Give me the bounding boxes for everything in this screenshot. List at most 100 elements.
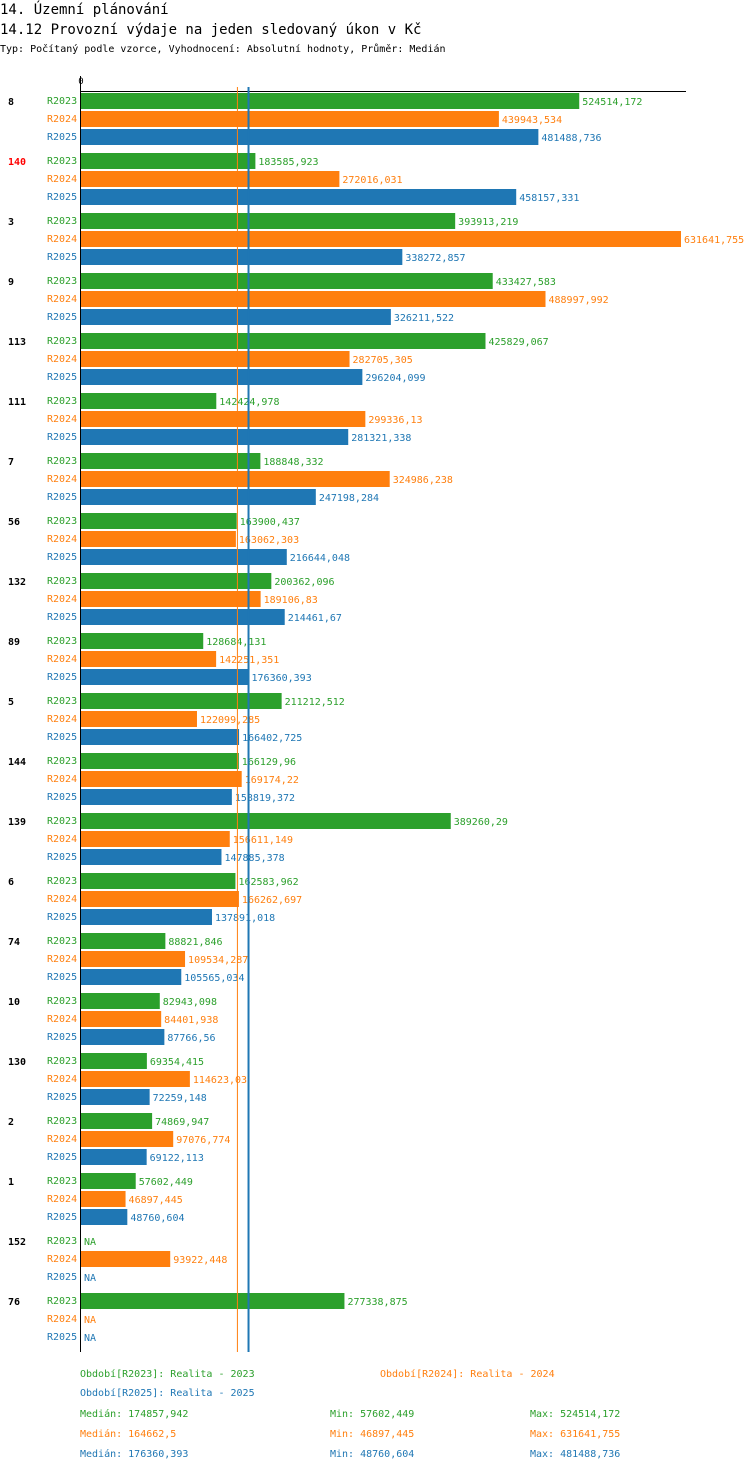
- value-label-2-r2024: 97076,774: [176, 1135, 230, 1146]
- bar-10-r2023: [81, 993, 160, 1009]
- value-label-113-r2023: 425829,067: [488, 337, 548, 348]
- series-label-r2025: R2025: [47, 432, 77, 443]
- bar-8-r2025: [81, 129, 539, 145]
- series-label-r2024: R2024: [47, 414, 77, 425]
- bar-56-r2025: [81, 549, 287, 565]
- bar-6-r2025: [81, 909, 212, 925]
- value-label-9-r2023: 433427,583: [496, 277, 556, 288]
- series-label-r2024: R2024: [47, 294, 77, 305]
- series-label-r2023: R2023: [47, 816, 77, 827]
- bar-139-r2025: [81, 849, 222, 865]
- bar-5-r2025: [81, 729, 240, 745]
- bar-144-r2023: [81, 753, 239, 769]
- series-label-r2023: R2023: [47, 696, 77, 707]
- series-label-r2023: R2023: [47, 756, 77, 767]
- bar-76-r2023: [81, 1293, 345, 1309]
- series-label-r2024: R2024: [47, 1074, 77, 1085]
- bar-8-r2024: [81, 111, 499, 127]
- series-label-r2024: R2024: [47, 234, 77, 245]
- series-label-r2024: R2024: [47, 114, 77, 125]
- chart-title: 14.12 Provozní výdaje na jeden sledovaný…: [0, 22, 422, 38]
- bar-130-r2025: [81, 1089, 150, 1105]
- group-label-152: 152: [8, 1237, 26, 1248]
- bar-113-r2023: [81, 333, 486, 349]
- series-label-r2024: R2024: [47, 354, 77, 365]
- value-label-56-r2023: 163900,437: [240, 517, 300, 528]
- group-label-10: 10: [8, 997, 20, 1008]
- series-label-r2025: R2025: [47, 132, 77, 143]
- value-label-111-r2025: 281321,338: [351, 433, 411, 444]
- bar-10-r2024: [81, 1011, 162, 1027]
- group-label-56: 56: [8, 517, 20, 528]
- legend-r2024: Období[R2024]: Realita - 2024: [380, 1369, 555, 1380]
- series-label-r2024: R2024: [47, 174, 77, 185]
- value-label-152-r2024: 93922,448: [173, 1255, 227, 1266]
- series-label-r2025: R2025: [47, 492, 77, 503]
- series-label-r2024: R2024: [47, 954, 77, 965]
- group-label-1: 1: [8, 1177, 14, 1188]
- series-label-r2024: R2024: [47, 1314, 77, 1325]
- series-label-r2025: R2025: [47, 1332, 77, 1343]
- value-label-2-r2025: 69122,113: [150, 1153, 204, 1164]
- value-label-132-r2023: 200362,096: [274, 577, 334, 588]
- page-title: 14. Územní plánování: [0, 2, 169, 18]
- bar-74-r2023: [81, 933, 166, 949]
- value-label-1-r2025: 48760,604: [130, 1213, 184, 1224]
- legend-r2025: Období[R2025]: Realita - 2025: [80, 1388, 255, 1399]
- series-label-r2025: R2025: [47, 1152, 77, 1163]
- value-label-140-r2024: 272016,031: [342, 175, 402, 186]
- value-label-130-r2024: 114623,03: [193, 1075, 247, 1086]
- series-label-r2025: R2025: [47, 1212, 77, 1223]
- bar-140-r2023: [81, 153, 256, 169]
- bar-74-r2024: [81, 951, 186, 967]
- series-label-r2023: R2023: [47, 1056, 77, 1067]
- value-label-74-r2023: 88821,846: [168, 937, 222, 948]
- series-label-r2025: R2025: [47, 792, 77, 803]
- value-label-152-r2023: NA: [84, 1237, 96, 1248]
- series-label-r2023: R2023: [47, 156, 77, 167]
- series-label-r2023: R2023: [47, 636, 77, 647]
- bar-132-r2024: [81, 591, 261, 607]
- bar-111-r2024: [81, 411, 366, 427]
- bar-1-r2024: [81, 1191, 126, 1207]
- series-label-r2023: R2023: [47, 876, 77, 887]
- stat-max-r2023: Max: 524514,172: [530, 1409, 621, 1420]
- group-label-9: 9: [8, 277, 14, 288]
- series-label-r2025: R2025: [47, 612, 77, 623]
- value-label-1-r2024: 46897,445: [129, 1195, 183, 1206]
- group-label-74: 74: [8, 937, 20, 948]
- bar-56-r2023: [81, 513, 237, 529]
- bar-111-r2025: [81, 429, 349, 445]
- group-label-2: 2: [8, 1117, 14, 1128]
- value-label-76-r2023: 277338,875: [347, 1297, 407, 1308]
- series-label-r2024: R2024: [47, 714, 77, 725]
- value-label-132-r2024: 189106,83: [264, 595, 318, 606]
- value-label-10-r2024: 84401,938: [164, 1015, 218, 1026]
- bar-132-r2023: [81, 573, 272, 589]
- bar-10-r2025: [81, 1029, 165, 1045]
- group-label-5: 5: [8, 697, 14, 708]
- series-label-r2023: R2023: [47, 1296, 77, 1307]
- bar-140-r2024: [81, 171, 340, 187]
- series-label-r2024: R2024: [47, 894, 77, 905]
- value-label-89-r2023: 128684,131: [206, 637, 266, 648]
- value-label-139-r2024: 156611,149: [233, 835, 293, 846]
- series-label-r2023: R2023: [47, 1116, 77, 1127]
- series-label-r2025: R2025: [47, 972, 77, 983]
- value-label-7-r2024: 324986,238: [393, 475, 453, 486]
- legend-r2023: Období[R2023]: Realita - 2023: [80, 1369, 255, 1380]
- bar-3-r2024: [81, 231, 681, 247]
- value-label-6-r2023: 162583,962: [238, 877, 298, 888]
- group-label-6: 6: [8, 877, 14, 888]
- bar-132-r2025: [81, 609, 285, 625]
- value-label-3-r2024: 631641,755: [684, 235, 744, 246]
- bar-113-r2024: [81, 351, 350, 367]
- series-label-r2025: R2025: [47, 312, 77, 323]
- value-label-74-r2025: 105565,034: [184, 973, 244, 984]
- value-label-140-r2025: 458157,331: [519, 193, 579, 204]
- bar-8-r2023: [81, 93, 580, 109]
- value-label-5-r2023: 211212,512: [285, 697, 345, 708]
- stat-min-r2024: Min: 46897,445: [330, 1429, 415, 1440]
- series-label-r2025: R2025: [47, 552, 77, 563]
- bar-2-r2023: [81, 1113, 153, 1129]
